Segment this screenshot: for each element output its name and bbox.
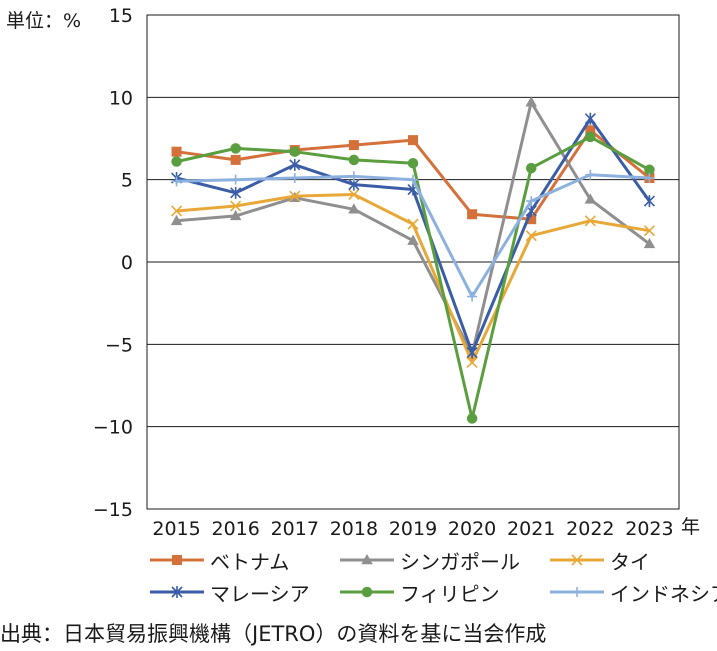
data-point [348, 154, 360, 166]
data-point [584, 215, 596, 227]
series-4 [171, 131, 655, 424]
data-point [643, 225, 656, 237]
legend-item-malaysia: マレーシア [148, 580, 310, 606]
y-tick-label: 15 [109, 5, 133, 27]
data-point [407, 157, 419, 169]
data-point [348, 203, 360, 214]
data-point [525, 162, 537, 174]
data-point [408, 135, 418, 146]
data-point [525, 96, 537, 107]
data-point [644, 164, 655, 176]
legend-swatch-malaysia [150, 586, 204, 598]
legend-item-vietnam: ベトナム [148, 548, 290, 574]
x-tick-label: 2016 [211, 518, 259, 540]
legend-swatch-thailand [550, 554, 604, 566]
data-point [526, 196, 537, 207]
series-line [176, 193, 650, 364]
y-tick-label: 0 [121, 252, 133, 274]
data-point [170, 214, 183, 226]
legend-marker [571, 554, 583, 566]
data-point [230, 143, 241, 154]
data-point [408, 174, 418, 185]
data-point [171, 176, 182, 187]
legend-marker [361, 586, 373, 598]
legend-label-vietnam: ベトナム [210, 549, 290, 574]
data-point [407, 218, 419, 230]
data-point [229, 209, 242, 221]
data-point [467, 291, 478, 302]
data-point [289, 190, 301, 202]
source-note: 出典：日本貿易振興機構（JETRO）の資料を基に当会作成 [0, 622, 547, 646]
legend-label-malaysia: マレーシア [210, 581, 310, 606]
data-point [171, 146, 182, 157]
data-point [466, 346, 478, 359]
data-point [230, 174, 241, 185]
legend-swatch-indonesia [550, 587, 604, 597]
x-tick-label: 2017 [271, 518, 319, 540]
data-point [644, 173, 655, 184]
data-point [525, 230, 537, 242]
data-point [643, 195, 656, 208]
data-point [348, 171, 359, 182]
x-tick-label: 2021 [507, 518, 555, 540]
data-point [348, 188, 360, 201]
x-tick-label: 2022 [566, 518, 614, 540]
data-point [585, 169, 596, 180]
data-point [467, 209, 478, 220]
legend-marker [171, 586, 183, 598]
legend-marker [361, 554, 373, 565]
data-point [289, 173, 300, 184]
legend-label-singapore: シンガポール [400, 549, 520, 574]
data-point [348, 140, 359, 151]
x-tick-label: 2015 [152, 518, 200, 540]
data-point [230, 186, 242, 199]
data-point [171, 156, 182, 167]
data-point [289, 146, 301, 157]
legend-label-philippines: フィリピン [400, 581, 500, 606]
data-point [584, 112, 596, 125]
legend-item-thailand: タイ [548, 548, 650, 574]
legend-swatch-vietnam [150, 555, 204, 565]
data-point [466, 413, 478, 424]
data-point [643, 237, 656, 249]
data-point [585, 131, 596, 143]
series-2 [170, 188, 656, 369]
legend-label-indonesia: インドネシア [610, 581, 717, 606]
y-unit-label: 単位：% [6, 10, 82, 32]
x-tick-label: 2018 [330, 518, 378, 540]
y-tick-label: −15 [93, 499, 133, 521]
legend-item-indonesia: インドネシア [548, 580, 717, 606]
series-5 [171, 169, 655, 302]
x-tick-label: 2023 [625, 518, 673, 540]
x-tick-label: 2020 [448, 518, 496, 540]
plot-frame [146, 14, 680, 510]
legend-marker [172, 555, 182, 565]
data-point [584, 193, 597, 204]
x-tick-label: 2019 [389, 518, 437, 540]
data-point [170, 205, 183, 217]
y-tick-label: 5 [121, 170, 133, 192]
data-point [407, 234, 419, 245]
legend-item-philippines: フィリピン [338, 580, 500, 606]
data-point [466, 356, 478, 369]
y-tick-label: −10 [93, 417, 133, 439]
series-3 [170, 112, 656, 359]
data-point [289, 158, 301, 171]
x-axis-year-suffix: 年 [681, 516, 701, 538]
data-point [230, 200, 242, 212]
y-tick-label: 10 [109, 87, 133, 109]
data-point [585, 125, 596, 136]
legend-swatch-philippines [340, 586, 394, 598]
legend-marker [572, 587, 582, 597]
legend-swatch-singapore [340, 554, 394, 565]
y-tick-label: −5 [105, 334, 133, 356]
legend-label-thailand: タイ [610, 549, 650, 574]
data-point [230, 154, 241, 165]
data-point [526, 214, 537, 225]
legend-item-singapore: シンガポール [338, 548, 520, 574]
